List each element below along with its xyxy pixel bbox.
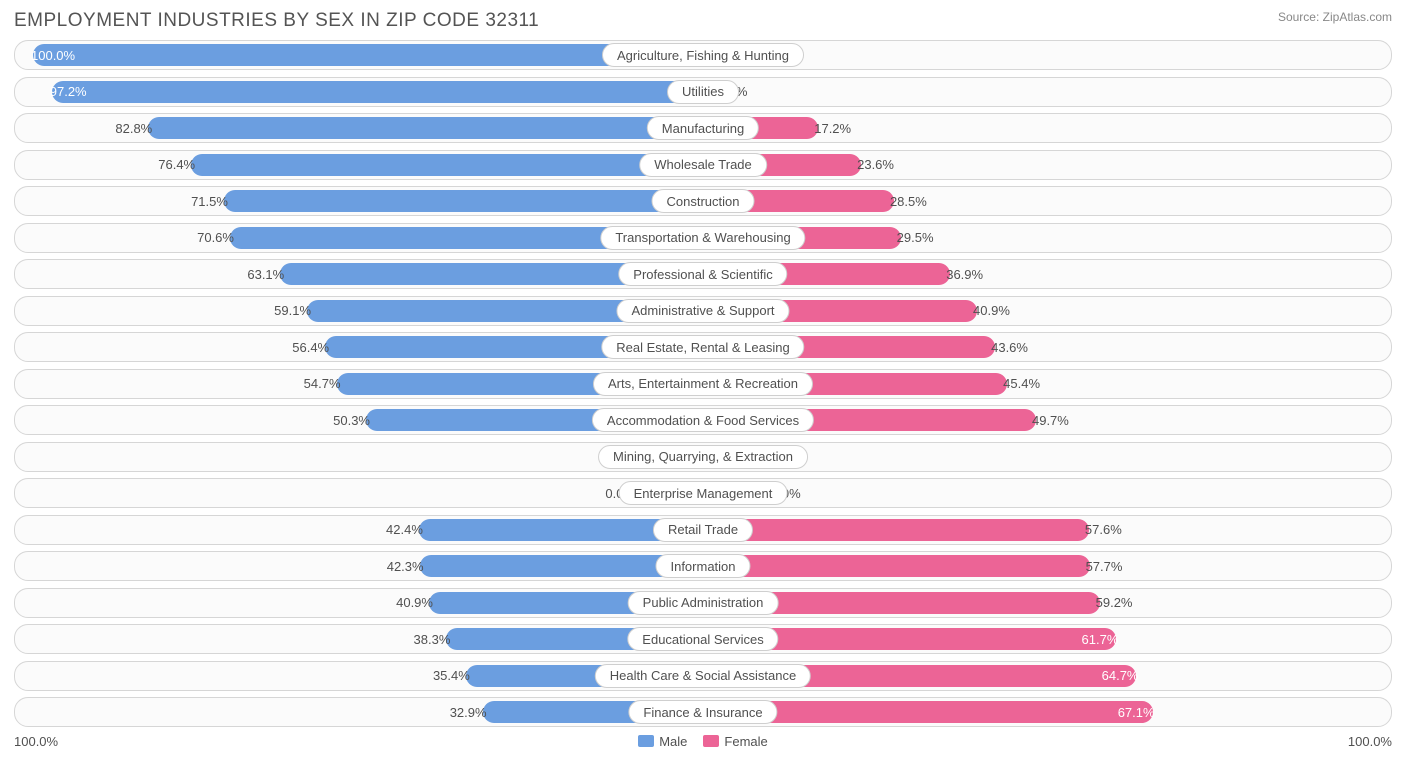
- female-pct: 23.6%: [857, 151, 894, 179]
- category-label: Finance & Insurance: [628, 700, 777, 724]
- male-pct: 35.4%: [433, 662, 470, 690]
- chart-header: EMPLOYMENT INDUSTRIES BY SEX IN ZIP CODE…: [14, 10, 1392, 32]
- female-pct: 64.7%: [1102, 662, 1139, 690]
- chart-row: 42.4% 57.6% Retail Trade: [14, 515, 1392, 545]
- female-pct: 45.4%: [1003, 370, 1040, 398]
- female-pct: 57.6%: [1085, 516, 1122, 544]
- legend: Male Female: [638, 734, 768, 749]
- male-pct: 38.3%: [414, 625, 451, 653]
- male-pct: 71.5%: [191, 187, 228, 215]
- category-label: Enterprise Management: [619, 481, 788, 505]
- category-label: Accommodation & Food Services: [592, 408, 814, 432]
- category-label: Retail Trade: [653, 518, 753, 542]
- male-pct: 100.0%: [31, 41, 75, 69]
- male-pct: 63.1%: [247, 260, 284, 288]
- male-pct: 56.4%: [292, 333, 329, 361]
- female-pct: 59.2%: [1096, 589, 1133, 617]
- male-pct: 70.6%: [197, 224, 234, 252]
- male-swatch-icon: [638, 735, 654, 747]
- female-pct: 43.6%: [991, 333, 1028, 361]
- chart-row: 32.9% 67.1% Finance & Insurance: [14, 697, 1392, 727]
- male-bar: [52, 81, 703, 103]
- chart-row: 50.3% 49.7% Accommodation & Food Services: [14, 405, 1392, 435]
- male-bar: [191, 154, 703, 176]
- female-pct: 61.7%: [1082, 625, 1119, 653]
- chart-row: 100.0%0.0%Agriculture, Fishing & Hunting: [14, 40, 1392, 70]
- axis-left-label: 100.0%: [14, 734, 58, 749]
- category-label: Agriculture, Fishing & Hunting: [602, 43, 804, 67]
- male-pct: 32.9%: [450, 698, 487, 726]
- male-pct: 50.3%: [333, 406, 370, 434]
- chart-row: 71.5% 28.5% Construction: [14, 186, 1392, 216]
- category-label: Health Care & Social Assistance: [595, 664, 811, 688]
- chart-row: 0.0%0.0%Mining, Quarrying, & Extraction: [14, 442, 1392, 472]
- chart-row: 0.0%0.0%Enterprise Management: [14, 478, 1392, 508]
- chart-row: 35.4% 64.7% Health Care & Social Assistanc…: [14, 661, 1392, 691]
- category-label: Utilities: [667, 80, 739, 104]
- male-bar: [148, 117, 703, 139]
- male-pct: 97.2%: [50, 78, 87, 106]
- chart-row: 70.6% 29.5% Transportation & Warehousing: [14, 223, 1392, 253]
- male-pct: 54.7%: [304, 370, 341, 398]
- category-label: Real Estate, Rental & Leasing: [601, 335, 804, 359]
- chart-row: 42.3% 57.7% Information: [14, 551, 1392, 581]
- category-label: Arts, Entertainment & Recreation: [593, 372, 813, 396]
- male-pct: 40.9%: [396, 589, 433, 617]
- category-label: Educational Services: [627, 627, 778, 651]
- female-pct: 36.9%: [946, 260, 983, 288]
- category-label: Transportation & Warehousing: [600, 226, 805, 250]
- legend-female: Female: [703, 734, 767, 749]
- chart-row: 63.1% 36.9% Professional & Scientific: [14, 259, 1392, 289]
- legend-female-label: Female: [724, 734, 767, 749]
- chart-row: 54.7% 45.4% Arts, Entertainment & Recreati…: [14, 369, 1392, 399]
- male-pct: 76.4%: [158, 151, 195, 179]
- category-label: Mining, Quarrying, & Extraction: [598, 445, 808, 469]
- male-pct: 42.3%: [387, 552, 424, 580]
- chart-row: 59.1% 40.9% Administrative & Support: [14, 296, 1392, 326]
- chart-footer: 100.0% Male Female 100.0%: [14, 734, 1392, 749]
- male-bar: [224, 190, 703, 212]
- category-label: Administrative & Support: [616, 299, 789, 323]
- legend-male: Male: [638, 734, 687, 749]
- male-pct: 82.8%: [115, 114, 152, 142]
- female-pct: 17.2%: [814, 114, 851, 142]
- category-label: Construction: [652, 189, 755, 213]
- chart-title: EMPLOYMENT INDUSTRIES BY SEX IN ZIP CODE…: [14, 10, 539, 32]
- category-label: Professional & Scientific: [618, 262, 787, 286]
- female-pct: 67.1%: [1118, 698, 1155, 726]
- male-pct: 59.1%: [274, 297, 311, 325]
- axis-right-label: 100.0%: [1348, 734, 1392, 749]
- male-pct: 42.4%: [386, 516, 423, 544]
- legend-male-label: Male: [659, 734, 687, 749]
- chart-row: 76.4% 23.6% Wholesale Trade: [14, 150, 1392, 180]
- category-label: Manufacturing: [647, 116, 759, 140]
- female-bar: [703, 519, 1089, 541]
- chart-row: 38.3% 61.7% Educational Services: [14, 624, 1392, 654]
- chart-row: 82.8% 17.2% Manufacturing: [14, 113, 1392, 143]
- chart-source: Source: ZipAtlas.com: [1278, 10, 1392, 24]
- chart-row: 40.9% 59.2% Public Administration: [14, 588, 1392, 618]
- female-pct: 57.7%: [1086, 552, 1123, 580]
- category-label: Public Administration: [628, 591, 779, 615]
- chart-row: 97.2%2.8%Utilities: [14, 77, 1392, 107]
- female-pct: 49.7%: [1032, 406, 1069, 434]
- female-bar: [703, 555, 1090, 577]
- chart-body: 100.0%0.0%Agriculture, Fishing & Hunting…: [14, 40, 1392, 727]
- category-label: Information: [655, 554, 750, 578]
- female-pct: 29.5%: [897, 224, 934, 252]
- female-pct: 28.5%: [890, 187, 927, 215]
- category-label: Wholesale Trade: [639, 153, 767, 177]
- chart-row: 56.4% 43.6% Real Estate, Rental & Leasing: [14, 332, 1392, 362]
- female-pct: 40.9%: [973, 297, 1010, 325]
- female-swatch-icon: [703, 735, 719, 747]
